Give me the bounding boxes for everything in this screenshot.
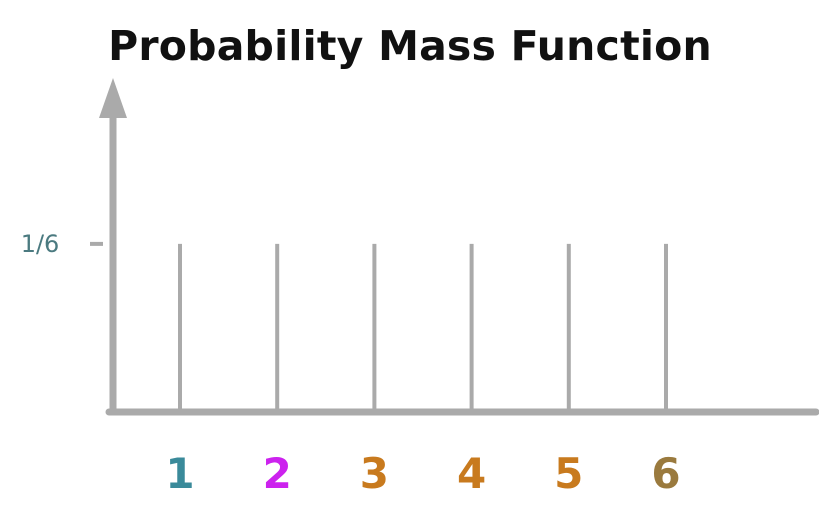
y-ticks: 1/6 [21, 230, 103, 258]
category-label-6: 6 [651, 449, 680, 498]
category-label-4: 4 [457, 449, 486, 498]
category-label-5: 5 [554, 449, 583, 498]
category-label-3: 3 [360, 449, 389, 498]
pmf-stems [178, 243, 668, 412]
chart-title: Probability Mass Function [108, 22, 712, 70]
category-label-2: 2 [263, 449, 292, 498]
y-tick-label-0: 1/6 [21, 230, 60, 258]
y-axis-arrowhead [99, 78, 127, 118]
category-labels: 1 2 3 4 5 6 [165, 449, 680, 498]
category-label-1: 1 [165, 449, 194, 498]
axes [99, 78, 819, 416]
